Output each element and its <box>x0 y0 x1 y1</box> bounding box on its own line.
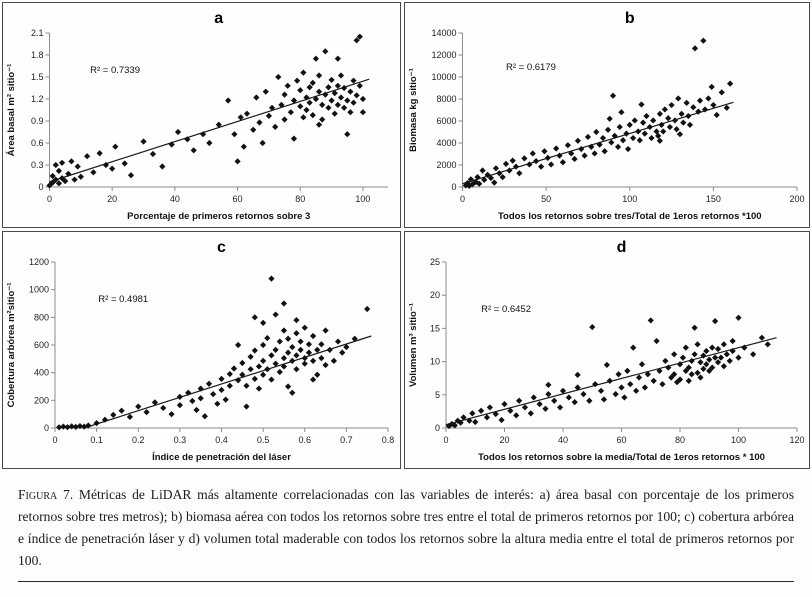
scatter-plot-b: 0 50 100 150 2000200040006000800010000120001… <box>408 10 805 222</box>
svg-text:Área basal m² sitio⁻¹: Área basal m² sitio⁻¹ <box>6 64 17 157</box>
svg-text:0.6: 0.6 <box>31 138 44 148</box>
svg-text:2000: 2000 <box>436 160 456 170</box>
svg-text:150: 150 <box>706 194 721 204</box>
svg-text:c: c <box>217 239 226 256</box>
svg-text:0: 0 <box>451 182 456 192</box>
svg-text:4000: 4000 <box>436 138 456 148</box>
svg-text:b: b <box>625 10 635 27</box>
svg-text:25: 25 <box>430 257 440 267</box>
svg-text:0.8: 0.8 <box>382 435 395 445</box>
svg-text:a: a <box>214 10 223 27</box>
svg-text:6000: 6000 <box>436 116 456 126</box>
svg-text:80: 80 <box>295 194 305 204</box>
svg-text:0.1: 0.1 <box>90 435 103 445</box>
svg-text:0.5: 0.5 <box>257 435 270 445</box>
svg-text:40: 40 <box>558 435 568 445</box>
svg-text:R² = 0.4981: R² = 0.4981 <box>98 294 148 305</box>
svg-text:1.8: 1.8 <box>31 50 44 60</box>
svg-text:Cobertura arbórea m²sitio⁻¹: Cobertura arbórea m²sitio⁻¹ <box>6 283 17 408</box>
svg-text:0.6: 0.6 <box>298 435 311 445</box>
svg-text:50: 50 <box>541 194 551 204</box>
svg-text:2.1: 2.1 <box>31 28 44 38</box>
svg-text:800: 800 <box>34 312 49 322</box>
svg-text:0.7: 0.7 <box>340 435 353 445</box>
svg-text:Todos los retornos sobre la me: Todos los retornos sobre la media/Total … <box>478 452 765 463</box>
panel-d: 0 20 40 60 80 100 120 0 5 10 15 20 25 Todos los retor… <box>404 231 810 469</box>
svg-text:10: 10 <box>430 357 440 367</box>
svg-text:R² = 0.6452: R² = 0.6452 <box>481 304 531 315</box>
svg-text:Índice de penetración del láse: Índice de penetración del láser <box>152 452 291 463</box>
svg-text:1200: 1200 <box>29 257 49 267</box>
panel-b: 0 50 100 150 200 0 2000 4000 6000 8000 10000 12000 1… <box>404 2 810 228</box>
svg-text:0: 0 <box>47 194 52 204</box>
svg-text:5: 5 <box>435 390 440 400</box>
scatter-plot-d: 0 20 40 60 80 100 120 0 5 10 15 20 25 Todos los retor… <box>408 239 805 463</box>
svg-text:60: 60 <box>233 194 243 204</box>
svg-text:0: 0 <box>435 423 440 433</box>
svg-text:Porcentaje de primeros retorno: Porcentaje de primeros retornos sobre 3 <box>127 211 310 222</box>
panel-a: 0 20 40 60 80 100 0 0.3 0.6 0.9 1.2 1.5 1.8 2.1 Porcen… <box>2 2 401 228</box>
svg-text:0.2: 0.2 <box>132 435 145 445</box>
svg-text:600: 600 <box>34 340 49 350</box>
svg-text:0: 0 <box>52 435 57 445</box>
svg-text:20: 20 <box>107 194 117 204</box>
svg-text:1000: 1000 <box>29 285 49 295</box>
figure-caption-label: Figura 7. <box>18 487 74 502</box>
svg-text:15: 15 <box>430 323 440 333</box>
svg-text:1.5: 1.5 <box>31 72 44 82</box>
svg-text:0.9: 0.9 <box>31 116 44 126</box>
svg-text:0: 0 <box>44 423 49 433</box>
svg-text:Todos los retornos sobre tres/: Todos los retornos sobre tres/Total de 1… <box>498 211 762 222</box>
svg-text:80: 80 <box>675 435 685 445</box>
svg-text:0.4: 0.4 <box>215 435 228 445</box>
svg-text:10000: 10000 <box>431 72 456 82</box>
svg-text:100: 100 <box>622 194 637 204</box>
svg-text:400: 400 <box>34 368 49 378</box>
scatter-plot-a: 0 20 40 60 80 100 0 0.3 0.6 0.9 1.2 1.5 1.8 2.1 Porcen… <box>6 10 388 222</box>
scatter-plot-c: 0 0.1 0.2 0.3 0.4 0.5 0.6 0.7 0.8 0 200 400 600 800 10… <box>6 239 395 463</box>
svg-text:12000: 12000 <box>431 50 456 60</box>
panel-c: 0 0.1 0.2 0.3 0.4 0.5 0.6 0.7 0.8 0 200 400 600 800 10… <box>2 231 401 469</box>
svg-text:R² = 0.7339: R² = 0.7339 <box>90 65 140 76</box>
figure-grid: 0 20 40 60 80 100 0 0.3 0.6 0.9 1.2 1.5 1.8 2.1 Porcen… <box>2 2 810 469</box>
svg-text:0.3: 0.3 <box>31 160 44 170</box>
svg-text:120: 120 <box>789 435 804 445</box>
svg-text:40: 40 <box>170 194 180 204</box>
svg-text:1.2: 1.2 <box>31 94 44 104</box>
svg-text:100: 100 <box>355 194 370 204</box>
svg-text:d: d <box>617 239 627 256</box>
svg-text:0: 0 <box>460 194 465 204</box>
svg-text:20: 20 <box>430 290 440 300</box>
svg-text:100: 100 <box>731 435 746 445</box>
svg-text:200: 200 <box>789 194 804 204</box>
svg-text:14000: 14000 <box>431 28 456 38</box>
svg-text:0.3: 0.3 <box>174 435 187 445</box>
svg-text:20: 20 <box>499 435 509 445</box>
svg-text:0: 0 <box>38 182 43 192</box>
svg-text:R² = 0.6179: R² = 0.6179 <box>506 62 556 73</box>
figure-caption-text: Métricas de LiDAR más altamente correlac… <box>18 487 794 569</box>
svg-text:8000: 8000 <box>436 94 456 104</box>
svg-text:0: 0 <box>443 435 448 445</box>
svg-text:Biomasa kg sitio⁻¹: Biomasa kg sitio⁻¹ <box>408 68 419 152</box>
svg-text:60: 60 <box>616 435 626 445</box>
figure-caption: Figura 7. Métricas de LiDAR más altament… <box>18 484 794 572</box>
svg-text:200: 200 <box>34 395 49 405</box>
bottom-rule <box>18 581 794 583</box>
svg-text:Volumen m³ sitio⁻¹: Volumen m³ sitio⁻¹ <box>408 303 419 387</box>
